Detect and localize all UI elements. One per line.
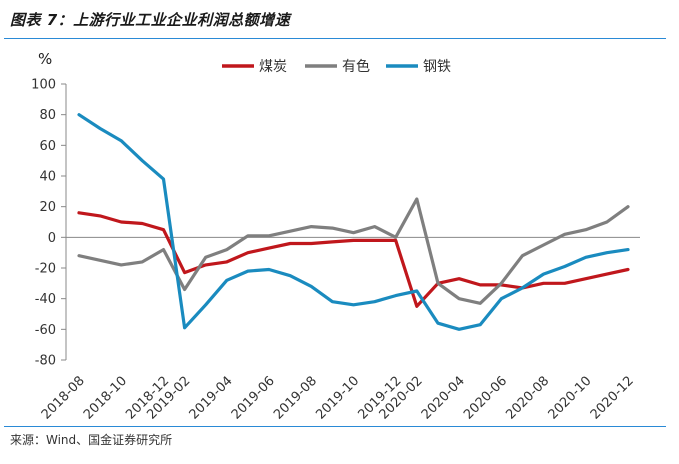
y-tick-label: -60: [35, 323, 56, 338]
y-tick-label: -40: [35, 292, 56, 307]
legend-label: 有色: [342, 58, 370, 75]
y-tick-label: -20: [35, 262, 56, 277]
bottom-divider: [4, 426, 666, 427]
x-tick-label: 2020-12: [588, 374, 637, 423]
series-line-3: [77, 113, 630, 331]
y-tick-label: -80: [35, 354, 56, 369]
y-tick-label: 60: [39, 139, 56, 154]
x-tick-label: 2019-10: [313, 374, 362, 423]
top-divider: [4, 38, 666, 39]
x-tick-label: 2020-08: [503, 374, 552, 423]
chart-title: 图表 7：上游行业工业企业利润总额增速: [10, 11, 291, 29]
y-tick-label: 20: [39, 200, 56, 215]
x-tick-label: 2018-10: [81, 374, 130, 423]
y-tick-label: 0: [48, 231, 56, 246]
title-bar: 图表 7：上游行业工业企业利润总额增速: [0, 0, 679, 40]
source-note: 来源：Wind、国金证券研究所: [10, 433, 173, 447]
x-tick-label: 2019-06: [229, 374, 278, 423]
x-tick-label: 2020-04: [419, 374, 468, 423]
y-unit-label: %: [38, 50, 52, 68]
legend-label: 煤炭: [259, 59, 287, 75]
y-tick-label: 80: [39, 108, 56, 123]
x-tick-label: 2020-06: [461, 374, 510, 423]
series-line-1: [77, 211, 630, 308]
x-tick-label: 2018-08: [39, 374, 88, 423]
y-tick-label: 100: [31, 78, 56, 93]
x-tick-label: 2019-08: [271, 374, 320, 423]
legend-label: 钢铁: [423, 59, 451, 75]
series-line-2: [77, 197, 630, 305]
y-tick-label: 40: [39, 170, 56, 185]
x-tick-label: 2019-04: [187, 374, 236, 423]
x-tick-label: 2020-10: [546, 374, 595, 423]
